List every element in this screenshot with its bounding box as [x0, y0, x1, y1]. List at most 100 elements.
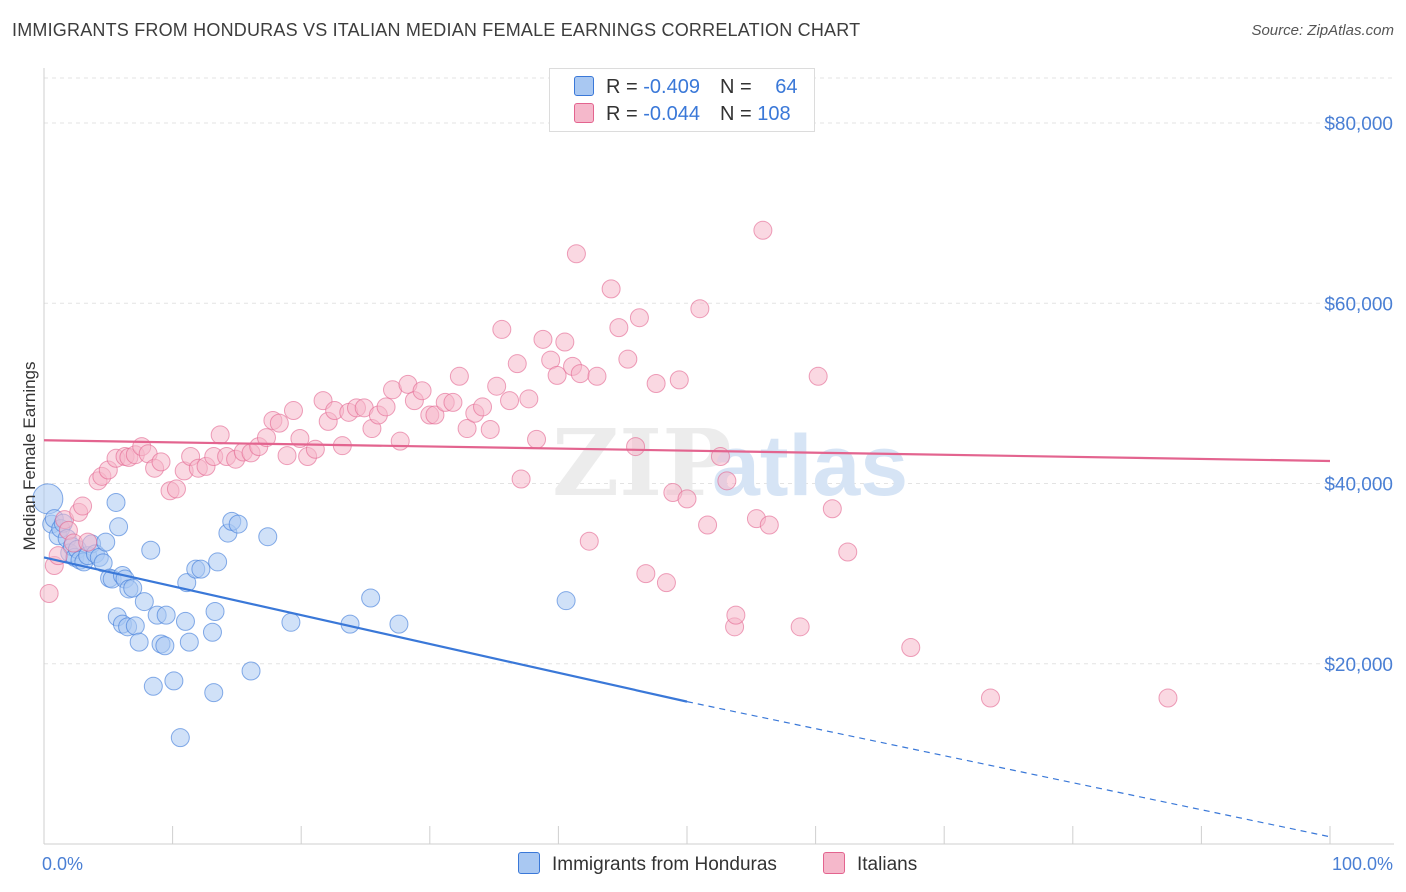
honduras-point: [164, 671, 184, 691]
italians-point: [449, 366, 469, 386]
italians-point: [492, 319, 512, 339]
italians-point: [822, 499, 842, 519]
italians-point: [533, 329, 553, 349]
italians-point: [579, 531, 599, 551]
honduras-point: [179, 632, 199, 652]
honduras-point: [143, 676, 163, 696]
italians-point: [269, 413, 289, 433]
legend-r-value: -0.409: [643, 76, 700, 98]
honduras-trend-line: [43, 556, 688, 703]
legend-r-label: R =: [606, 76, 644, 98]
watermark-atlas: atlas: [712, 418, 908, 514]
legend-r-value: -0.044: [643, 103, 700, 125]
italians-point: [753, 220, 773, 240]
y-tick-label: $40,000: [1324, 475, 1393, 496]
italians-point: [425, 405, 445, 425]
watermark: ZIP atlas: [552, 409, 908, 517]
italians-point: [570, 364, 590, 384]
honduras-point: [204, 683, 224, 703]
italians-point: [726, 605, 746, 625]
legend-n-label: N =: [719, 103, 758, 125]
italians-point: [283, 401, 303, 421]
italians-point: [555, 332, 575, 352]
italians-point: [151, 452, 171, 472]
italians-point: [618, 349, 638, 369]
italians-point: [500, 391, 520, 411]
honduras-point: [175, 611, 195, 631]
trend-lines: [43, 439, 1331, 838]
legend-n-value: 64: [775, 76, 798, 98]
italians-point: [376, 397, 396, 417]
italians-point: [527, 429, 547, 449]
y-axis-label: Median Female Earnings: [20, 362, 39, 551]
italians-point: [609, 318, 629, 338]
italians-point: [629, 308, 649, 328]
y-tick-label: $20,000: [1324, 655, 1393, 676]
italians-point: [473, 397, 493, 417]
honduras-point: [170, 728, 190, 748]
italians-point: [412, 381, 432, 401]
italians-point: [480, 419, 500, 439]
italians-point: [443, 392, 463, 412]
honduras-point: [106, 492, 126, 512]
legend-r-label: R =: [606, 103, 644, 125]
italians-point: [901, 638, 921, 658]
honduras-point: [177, 573, 197, 593]
bottom-legend-label: Immigrants from Honduras: [552, 854, 777, 875]
italians-point: [669, 370, 689, 390]
italians-point: [487, 376, 507, 396]
gridlines: [44, 77, 1394, 665]
honduras-point: [155, 636, 175, 656]
italians-point: [759, 515, 779, 535]
italians-point: [717, 471, 737, 491]
honduras-point: [141, 540, 161, 560]
bottom-legend-swatch-blue: [518, 852, 540, 874]
source-note: Source: ZipAtlas.com: [1251, 22, 1394, 39]
italians-trend-line: [43, 439, 1331, 463]
honduras-point: [361, 588, 381, 608]
italians-point: [39, 583, 59, 603]
italians-point: [457, 419, 477, 439]
honduras-trend-extension: [686, 701, 1331, 838]
italians-point: [511, 469, 531, 489]
honduras-point: [202, 622, 222, 642]
bottom-legend-italians: Italians: [823, 852, 917, 876]
honduras-point: [389, 614, 409, 634]
x-tick-label: 100.0%: [1332, 854, 1393, 874]
italians-point: [519, 389, 539, 409]
italians-point: [566, 244, 586, 264]
legend-swatch-pink: [574, 103, 594, 123]
italians-point: [1158, 688, 1178, 708]
italians-point: [256, 428, 276, 448]
chart-title: IMMIGRANTS FROM HONDURAS VS ITALIAN MEDI…: [12, 20, 861, 40]
italians-point: [78, 532, 98, 552]
honduras-point: [109, 517, 129, 537]
honduras-point: [156, 605, 176, 625]
legend-n-label: N =: [719, 76, 758, 98]
tick-labels: $20,000 $40,000 $60,000 $80,000 0.0% 100.0%: [42, 114, 1393, 874]
italians-point: [166, 479, 186, 499]
honduras-point: [228, 514, 248, 534]
honduras-point: [556, 591, 576, 611]
y-tick-label: $60,000: [1324, 294, 1393, 315]
honduras-point: [241, 661, 261, 681]
honduras-point: [134, 592, 154, 612]
italians-point: [507, 354, 527, 374]
honduras-point: [208, 552, 228, 572]
honduras-point: [191, 559, 211, 579]
bottom-legend-honduras: Immigrants from Honduras: [518, 852, 777, 876]
stats-legend: R = -0.409 N = 64 R = -0.044 N = 108: [549, 68, 815, 132]
italians-point: [601, 279, 621, 299]
italians-point: [587, 366, 607, 386]
honduras-point: [123, 578, 143, 598]
bottom-legend-swatch-pink: [823, 852, 845, 874]
italians-point: [636, 564, 656, 584]
x-tick-label: 0.0%: [42, 854, 83, 874]
italians-point: [790, 617, 810, 637]
watermark-zip: ZIP: [552, 409, 731, 517]
honduras-point: [96, 532, 116, 552]
italians-point: [690, 299, 710, 319]
legend-n-value: 108: [757, 103, 791, 125]
italians-point: [626, 437, 646, 457]
